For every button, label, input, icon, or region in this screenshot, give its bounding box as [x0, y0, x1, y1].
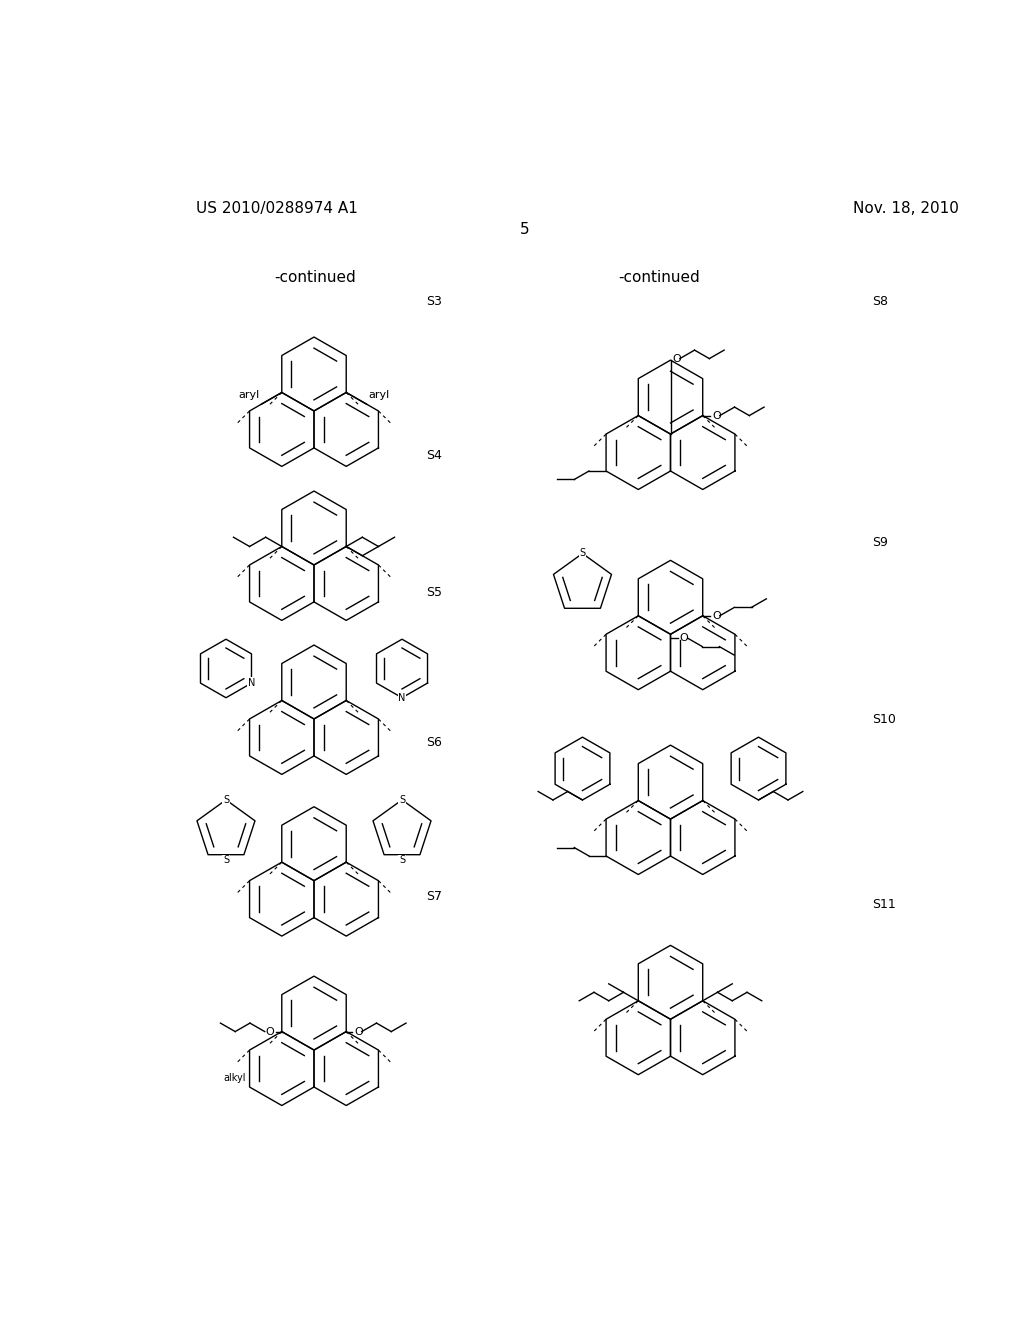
Text: N: N — [248, 678, 255, 688]
Text: O: O — [672, 354, 681, 363]
Text: S: S — [399, 795, 406, 805]
Text: O: O — [712, 411, 721, 421]
Text: O: O — [712, 611, 721, 620]
Text: aryl: aryl — [368, 391, 389, 400]
Text: 5: 5 — [520, 222, 529, 236]
Text: -continued: -continued — [618, 271, 699, 285]
Text: S5: S5 — [426, 586, 442, 599]
Text: Nov. 18, 2010: Nov. 18, 2010 — [853, 201, 959, 215]
Text: N: N — [398, 693, 406, 702]
Text: S4: S4 — [426, 449, 442, 462]
Text: S11: S11 — [872, 898, 896, 911]
Text: aryl: aryl — [239, 391, 260, 400]
Text: alkyl: alkyl — [223, 1073, 246, 1084]
Text: S10: S10 — [872, 713, 896, 726]
Text: S7: S7 — [426, 890, 442, 903]
Text: S8: S8 — [872, 296, 888, 309]
Text: O: O — [680, 634, 688, 643]
Text: O: O — [354, 1027, 362, 1036]
Text: S: S — [223, 795, 229, 805]
Text: S9: S9 — [872, 536, 888, 549]
Text: S6: S6 — [426, 737, 442, 748]
Text: US 2010/0288974 A1: US 2010/0288974 A1 — [197, 201, 358, 215]
Text: -continued: -continued — [274, 271, 356, 285]
Text: O: O — [265, 1027, 274, 1036]
Text: S3: S3 — [426, 296, 442, 309]
Text: S: S — [223, 855, 229, 866]
Text: S: S — [580, 549, 586, 558]
Text: S: S — [399, 855, 406, 866]
